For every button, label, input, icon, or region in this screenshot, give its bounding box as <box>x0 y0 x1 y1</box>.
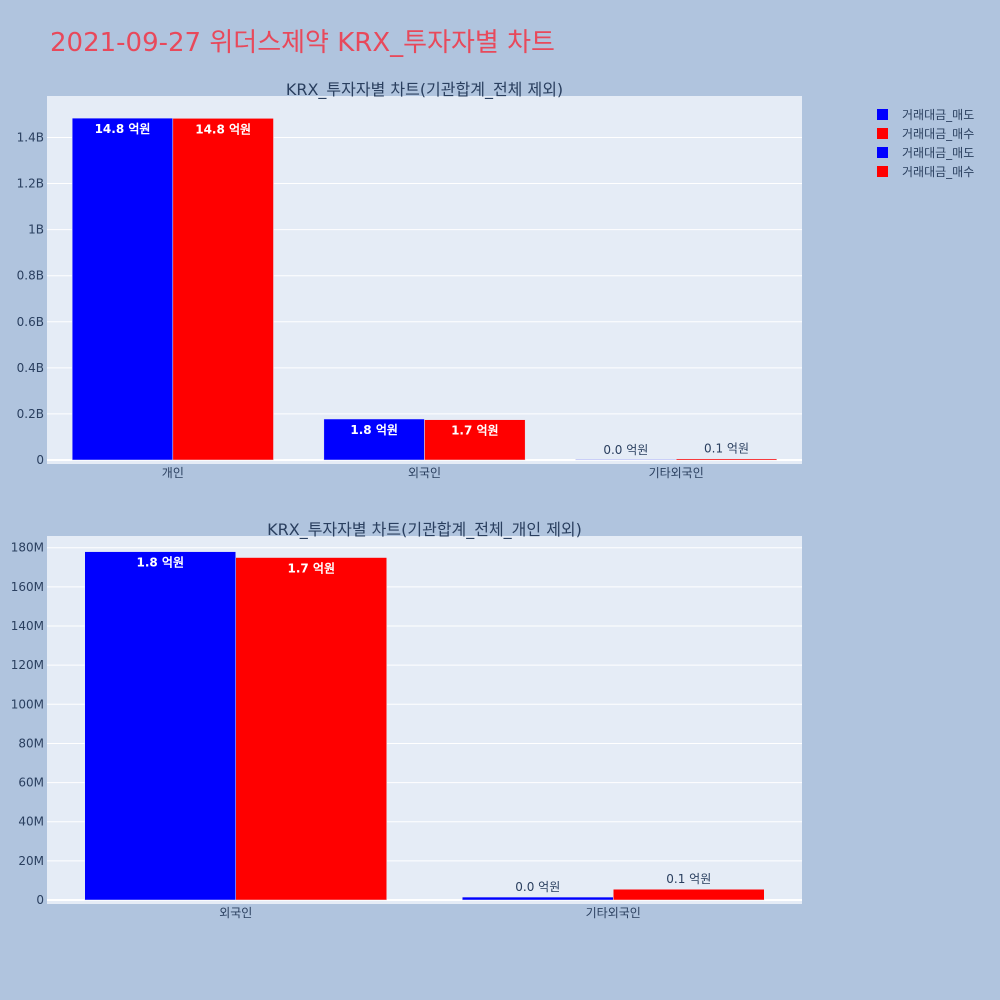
data-label: 14.8 억원 <box>95 122 151 136</box>
data-label: 1.7 억원 <box>287 562 335 576</box>
data-label: 1.8 억원 <box>136 556 184 570</box>
bar[interactable] <box>172 118 274 461</box>
y-tick-label: 0.6B <box>17 315 44 329</box>
bar[interactable] <box>462 896 614 901</box>
legend-swatch <box>877 147 888 158</box>
data-label: 0.1 억원 <box>666 872 711 886</box>
x-tick-label: 기타외국인 <box>649 466 704 480</box>
legend-label: 거래대금_매수 <box>902 127 974 141</box>
bar[interactable] <box>71 117 174 461</box>
data-label: 1.8 억원 <box>350 423 398 437</box>
legend-swatch <box>877 109 888 120</box>
y-tick-label: 140M <box>11 619 44 633</box>
chart-title: KRX_투자자별 차트(기관합계_전체 제외) <box>286 80 563 100</box>
bar[interactable] <box>575 459 677 461</box>
chart-title: KRX_투자자별 차트(기관합계_전체_개인 제외) <box>267 520 582 540</box>
legend-item[interactable]: 거래대금_매수 <box>877 127 974 141</box>
x-tick-label: 기타외국인 <box>586 906 641 920</box>
legend-label: 거래대금_매도 <box>902 108 974 122</box>
y-tick-label: 60M <box>18 776 44 790</box>
page-title: 2021-09-27 위더스제약 KRX_투자자별 차트 <box>50 28 555 58</box>
data-label: 0.0 억원 <box>603 443 648 457</box>
bar[interactable] <box>235 557 387 901</box>
legend-swatch <box>877 128 888 139</box>
y-tick-label: 180M <box>11 541 44 555</box>
y-tick-label: 80M <box>18 736 44 750</box>
y-tick-label: 0.4B <box>17 361 44 375</box>
chart-top: 0 0.2B 0.4B 0.6B 0.8B 1B 1.2B 1.4B KRX_투자자별 차트(기… <box>17 80 802 480</box>
y-tick-label: 120M <box>11 658 44 672</box>
legend-label: 거래대금_매수 <box>902 165 974 179</box>
chart-bottom: 0 20M 40M 60M 80M 100M 120M 140M 160M 180M KRX_투자자… <box>11 520 802 920</box>
legend-label: 거래대금_매도 <box>902 146 974 160</box>
legend-item[interactable]: 거래대금_매수 <box>877 165 974 179</box>
bar[interactable] <box>424 419 526 461</box>
y-tick-label: 20M <box>18 854 44 868</box>
bar[interactable] <box>675 458 778 461</box>
y-tick-label: 160M <box>11 580 44 594</box>
bar[interactable] <box>84 551 236 901</box>
y-tick-label: 100M <box>11 697 44 711</box>
data-label: 1.7 억원 <box>451 424 499 438</box>
x-tick-label: 외국인 <box>408 466 441 480</box>
y-tick-label: 0 <box>36 893 44 907</box>
x-tick-label: 외국인 <box>219 906 252 920</box>
y-tick-label: 0 <box>36 453 44 467</box>
y-tick-label: 1.2B <box>17 177 44 191</box>
legend-swatch <box>877 166 888 177</box>
legend-item[interactable]: 거래대금_매도 <box>877 146 974 160</box>
x-tick-label: 개인 <box>162 466 184 480</box>
y-tick-label: 1.4B <box>17 130 44 144</box>
legend-item[interactable]: 거래대금_매도 <box>877 108 974 122</box>
y-tick-label: 0.2B <box>17 407 44 421</box>
data-label: 0.1 억원 <box>704 442 749 456</box>
bar[interactable] <box>613 888 765 901</box>
data-label: 0.0 억원 <box>515 880 560 894</box>
y-tick-label: 40M <box>18 815 44 829</box>
y-tick-label: 1B <box>28 223 44 237</box>
y-tick-label: 0.8B <box>17 269 44 283</box>
data-label: 14.8 억원 <box>195 122 251 136</box>
